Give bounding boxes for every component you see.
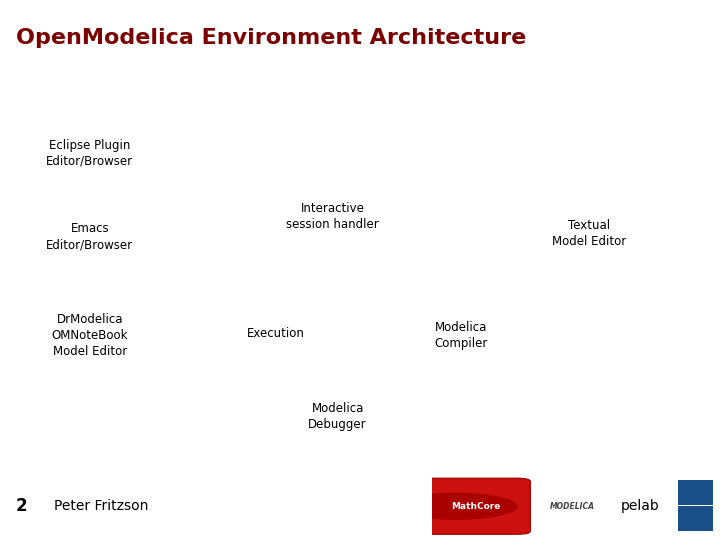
Text: Interactive
session handler: Interactive session handler [286,202,379,231]
Text: Textual
Model Editor: Textual Model Editor [552,219,626,248]
Text: MODELICA: MODELICA [550,502,595,511]
Bar [678,480,708,505]
Text: OpenModelica Environment Architecture: OpenModelica Environment Architecture [16,28,526,48]
FancyBboxPatch shape [522,208,656,260]
Text: MathCore: MathCore [451,502,500,511]
Text: Emacs
Editor/Browser: Emacs Editor/Browser [46,222,133,251]
FancyBboxPatch shape [260,187,405,246]
FancyBboxPatch shape [418,478,530,534]
FancyBboxPatch shape [398,310,525,361]
Text: Peter Fritzson: Peter Fritzson [54,500,148,513]
Circle shape [394,492,518,520]
Bar [700,507,720,531]
FancyBboxPatch shape [30,212,150,261]
FancyBboxPatch shape [30,129,150,178]
Text: DrModelica
OMNoteBook
Model Editor: DrModelica OMNoteBook Model Editor [52,313,128,358]
Text: Modelica
Debugger: Modelica Debugger [308,402,367,431]
Text: 2: 2 [16,497,27,515]
Text: Modelica
Compiler: Modelica Compiler [435,321,488,350]
FancyBboxPatch shape [274,391,401,442]
FancyBboxPatch shape [30,300,150,372]
Bar [700,480,720,505]
FancyBboxPatch shape [222,309,329,359]
Text: pelab: pelab [621,500,660,513]
Text: Eclipse Plugin
Editor/Browser: Eclipse Plugin Editor/Browser [46,139,133,167]
Bar [678,507,708,531]
Text: Execution: Execution [247,327,305,340]
